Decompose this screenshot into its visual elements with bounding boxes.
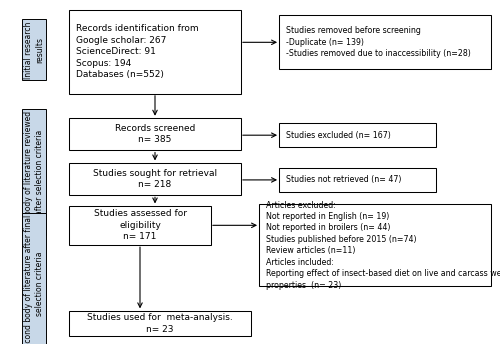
FancyBboxPatch shape <box>279 123 436 147</box>
Text: Second body of literature after final
selection criteria: Second body of literature after final se… <box>24 215 44 344</box>
FancyBboxPatch shape <box>279 15 491 69</box>
Text: Articles excluded:
Not reported in English (n= 19)
Not reported in broilers (n= : Articles excluded: Not reported in Engli… <box>266 201 500 290</box>
FancyBboxPatch shape <box>259 204 491 286</box>
Text: First body of literature reviewed
after selection criteria: First body of literature reviewed after … <box>24 110 44 234</box>
FancyBboxPatch shape <box>69 10 241 94</box>
FancyBboxPatch shape <box>69 311 251 336</box>
FancyBboxPatch shape <box>69 206 211 245</box>
FancyBboxPatch shape <box>69 163 241 195</box>
Text: Records identification from
Google scholar: 267
ScienceDirect: 91
Scopus: 194
Da: Records identification from Google schol… <box>76 24 198 79</box>
Text: Studies sought for retrieval
n= 218: Studies sought for retrieval n= 218 <box>93 169 217 189</box>
FancyBboxPatch shape <box>69 118 241 150</box>
Text: Records screened
n= 385: Records screened n= 385 <box>115 124 195 144</box>
Text: Studies excluded (n= 167): Studies excluded (n= 167) <box>286 130 391 140</box>
Text: Studies not retrieved (n= 47): Studies not retrieved (n= 47) <box>286 175 402 184</box>
FancyBboxPatch shape <box>279 168 436 192</box>
Text: Studies assessed for
eligibility
n= 171: Studies assessed for eligibility n= 171 <box>94 209 186 241</box>
Text: Studies used for  meta-analysis.
n= 23: Studies used for meta-analysis. n= 23 <box>87 313 233 334</box>
Text: Studies removed before screening
-Duplicate (n= 139)
-Studies removed due to ina: Studies removed before screening -Duplic… <box>286 26 471 58</box>
Text: Initial research
results: Initial research results <box>24 21 44 78</box>
